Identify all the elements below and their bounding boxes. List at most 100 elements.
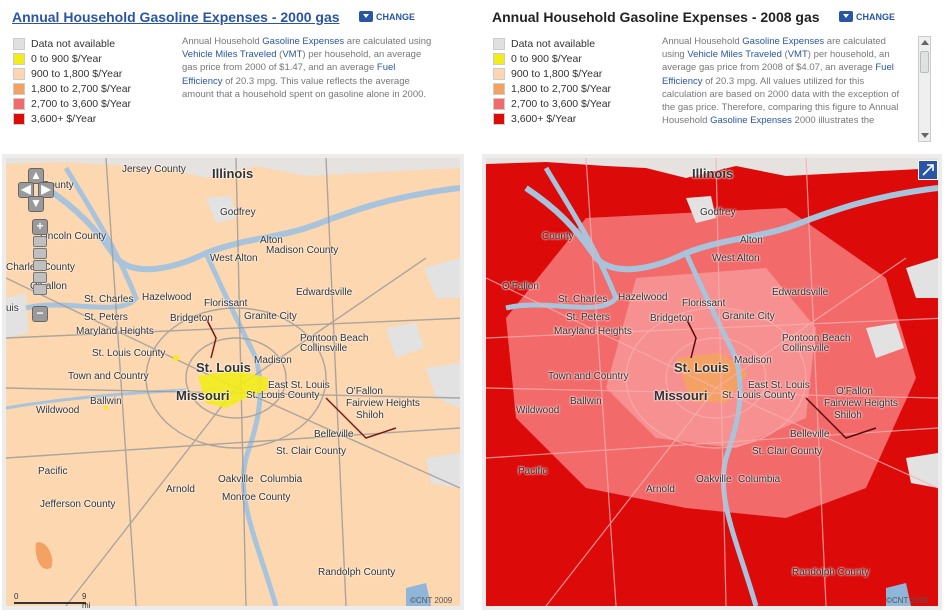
description-scrollbar[interactable] bbox=[918, 36, 931, 142]
place-label: Town and Country bbox=[548, 371, 629, 382]
scroll-down-icon[interactable] bbox=[921, 133, 929, 138]
place-label: Maryland Heights bbox=[554, 326, 632, 337]
legend-item: 1,800 to 2,700 $/Year bbox=[493, 81, 611, 96]
chevron-down-icon bbox=[839, 11, 853, 22]
zoom-level[interactable] bbox=[33, 248, 47, 259]
zoom-in-button[interactable]: + bbox=[32, 219, 48, 235]
place-label: Bridgeton bbox=[170, 313, 213, 324]
left-title[interactable]: Annual Household Gasoline Expenses - 200… bbox=[12, 9, 340, 25]
zoom-level[interactable] bbox=[33, 260, 47, 271]
place-label: Lincoln County bbox=[40, 231, 107, 242]
right-title: Annual Household Gasoline Expenses - 200… bbox=[492, 9, 820, 25]
place-label: St. Louis County bbox=[246, 390, 320, 401]
place-label: East St. Louis bbox=[268, 380, 330, 391]
place-label: County bbox=[542, 231, 574, 242]
left-description: Annual Household Gasoline Expenses are c… bbox=[182, 36, 432, 100]
place-label: Collinsville bbox=[782, 343, 830, 354]
place-label: Town and Country bbox=[68, 371, 149, 382]
zoom-level[interactable] bbox=[33, 272, 47, 283]
place-label: Arnold bbox=[166, 484, 195, 495]
place-label: Columbia bbox=[260, 474, 303, 485]
pan-right-button[interactable]: ▶ bbox=[38, 182, 54, 198]
place-label: West Alton bbox=[712, 253, 760, 264]
place-label: Arnold bbox=[646, 484, 675, 495]
pan-down-button[interactable]: ▼ bbox=[28, 196, 44, 212]
place-label: Jefferson County bbox=[40, 499, 116, 510]
expand-arrow-icon bbox=[922, 164, 934, 176]
place-label: Edwardsville bbox=[772, 287, 829, 298]
expand-map-button[interactable] bbox=[918, 160, 938, 180]
zoom-level[interactable] bbox=[33, 284, 47, 295]
gas-expenses-link-2[interactable]: Gasoline Expenses bbox=[710, 115, 792, 127]
vmt-link[interactable]: Vehicle Miles Traveled bbox=[182, 49, 277, 61]
map-2008[interactable]: Illinois Godfrey County Alton West Alton… bbox=[482, 154, 942, 610]
place-label: Maryland Heights bbox=[76, 326, 154, 337]
place-label: Pacific bbox=[38, 466, 68, 477]
pan-up-button[interactable]: ▲ bbox=[28, 168, 44, 184]
place-label: Jersey County bbox=[122, 164, 186, 175]
scale-bar: 0 9 mi bbox=[14, 592, 90, 610]
place-label: Monroe County bbox=[222, 492, 291, 503]
place-label: Randolph County bbox=[318, 567, 396, 578]
legend-item: 2,700 to 3,600 $/Year bbox=[13, 96, 131, 111]
place-label: uis bbox=[6, 303, 19, 314]
place-label: Florissant bbox=[682, 298, 726, 309]
place-label: St. Clair County bbox=[752, 446, 823, 457]
legend-swatch bbox=[13, 37, 25, 50]
zoom-level[interactable] bbox=[33, 236, 47, 247]
gas-expenses-link[interactable]: Gasoline Expenses bbox=[742, 36, 825, 47]
place-label: O'Fallon bbox=[502, 281, 539, 292]
right-change-button[interactable]: CHANGE bbox=[839, 11, 895, 22]
place-label: Florissant bbox=[204, 298, 248, 309]
left-change-button[interactable]: CHANGE bbox=[359, 11, 415, 22]
place-label: St. Peters bbox=[566, 312, 610, 323]
legend-item: Data not available bbox=[493, 36, 611, 51]
place-label: Godfrey bbox=[700, 207, 736, 218]
place-label: Madison bbox=[734, 355, 772, 366]
place-label: Fairview Heights bbox=[346, 398, 420, 409]
place-label: St. Louis bbox=[674, 360, 729, 375]
place-label: Wildwood bbox=[36, 405, 80, 416]
change-label: CHANGE bbox=[856, 11, 896, 22]
legend-swatch bbox=[493, 112, 505, 125]
place-label: St. Louis bbox=[196, 360, 251, 375]
place-label: Madison bbox=[254, 355, 292, 366]
vmt-abbrev-link[interactable]: VMT bbox=[787, 49, 808, 61]
zoom-out-button[interactable]: − bbox=[32, 306, 48, 322]
place-label: Missouri bbox=[654, 388, 708, 403]
map-2008-canvas bbox=[486, 158, 938, 606]
copyright: ©CNT 2009 bbox=[886, 596, 929, 605]
fuel-efficiency-link[interactable]: Fuel Efficiency bbox=[662, 62, 894, 87]
legend-item: Data not available bbox=[13, 36, 131, 51]
legend-swatch bbox=[493, 82, 505, 95]
scroll-up-icon[interactable] bbox=[921, 40, 929, 45]
legend-swatch bbox=[493, 37, 505, 50]
place-label: O'Fallon bbox=[346, 386, 383, 397]
place-label: Godfrey bbox=[220, 207, 256, 218]
map-2000[interactable]: Jersey County Illinois County Godfrey Li… bbox=[2, 154, 464, 610]
legend-swatch bbox=[493, 97, 505, 110]
place-label: West Alton bbox=[210, 253, 258, 264]
legend-swatch bbox=[13, 67, 25, 80]
legend-item: 1,800 to 2,700 $/Year bbox=[13, 81, 131, 96]
gas-expenses-link[interactable]: Gasoline Expenses bbox=[262, 36, 345, 47]
fuel-efficiency-link[interactable]: Fuel Efficiency bbox=[182, 62, 396, 87]
vmt-link[interactable]: Vehicle Miles Traveled bbox=[687, 49, 782, 61]
place-label: Illinois bbox=[692, 166, 734, 181]
place-label: Ballwin bbox=[90, 396, 122, 407]
pan-left-button[interactable]: ◀ bbox=[18, 182, 34, 198]
place-label: Wildwood bbox=[516, 405, 560, 416]
place-label: Edwardsville bbox=[296, 287, 353, 298]
place-label: Illinois bbox=[212, 166, 254, 181]
vmt-abbrev-link[interactable]: VMT bbox=[282, 49, 303, 61]
place-label: O'Fallon bbox=[836, 386, 873, 397]
legend-swatch bbox=[13, 97, 25, 110]
scroll-thumb[interactable] bbox=[920, 51, 929, 73]
place-label: St. Peters bbox=[84, 312, 128, 323]
legend-swatch bbox=[13, 112, 25, 125]
map-2000-canvas bbox=[6, 158, 460, 606]
legend-item: 3,600+ $/Year bbox=[493, 111, 611, 126]
place-label: O'Fallon bbox=[30, 281, 67, 292]
scale-nine: 9 mi bbox=[82, 592, 91, 610]
place-label: Pacific bbox=[518, 466, 548, 477]
